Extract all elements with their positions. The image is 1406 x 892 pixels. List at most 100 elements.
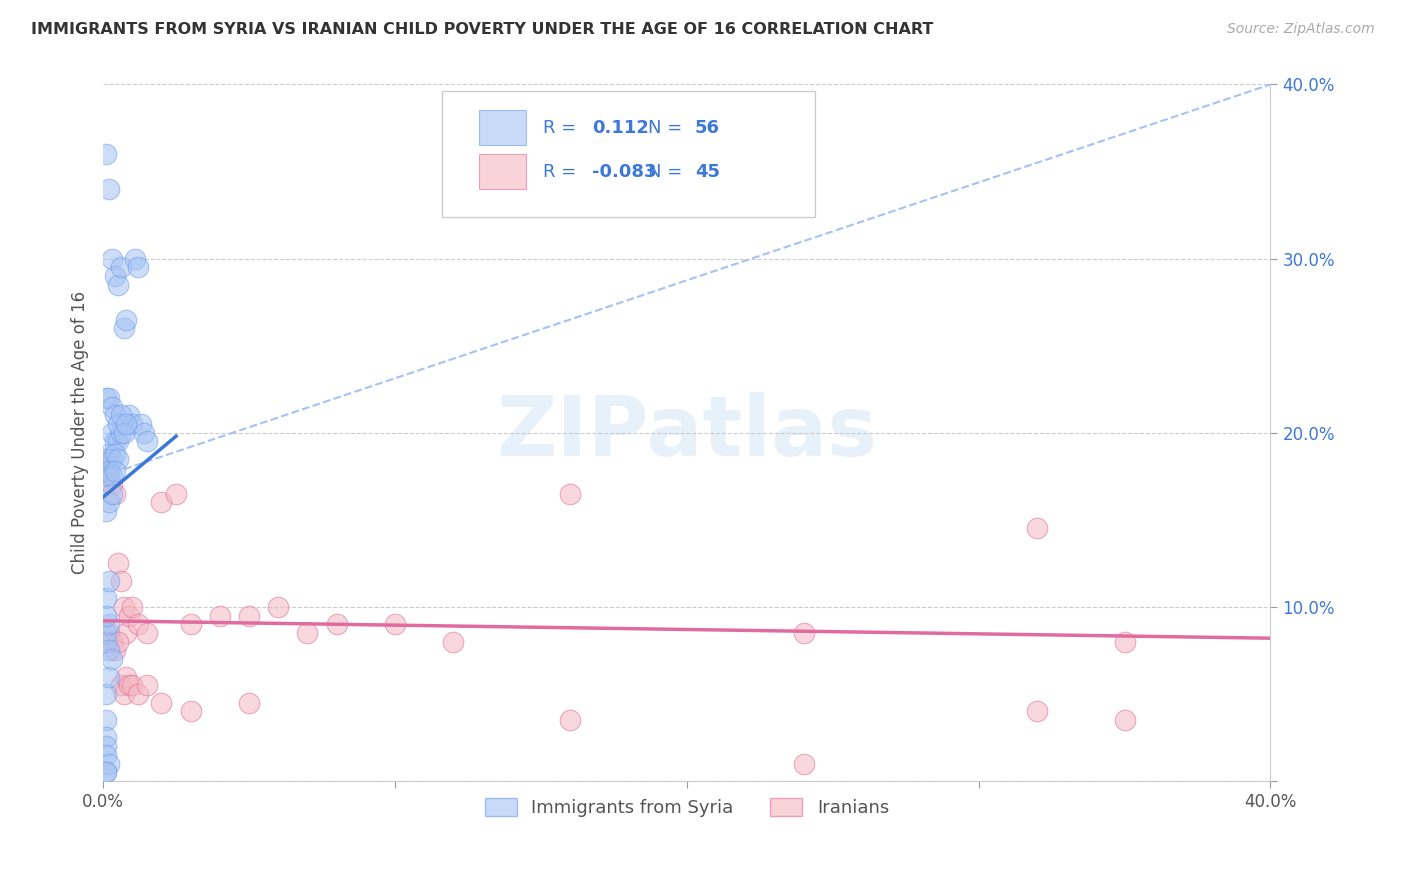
Point [98,495,121,509]
Point [94,469,117,483]
Point [127,617,149,632]
Point [792,756,814,771]
Point [94,147,117,161]
Point [135,678,157,692]
Text: 56: 56 [695,119,720,136]
Point [238,696,260,710]
Point [98,617,121,632]
Point [94,713,117,727]
Point [104,486,127,500]
Point [150,696,173,710]
Point [104,464,127,478]
Point [112,599,135,614]
Point [98,182,121,196]
Point [104,434,127,449]
Point [101,400,124,414]
Text: 0.112: 0.112 [592,119,650,136]
Point [115,312,138,326]
Point [110,260,132,275]
Point [238,608,260,623]
Point [98,626,121,640]
Point [118,608,141,623]
Point [107,451,129,466]
Point [118,678,141,692]
Point [121,678,143,692]
Point [384,617,406,632]
Point [135,626,157,640]
Point [104,409,127,423]
Point [94,765,117,780]
Point [101,486,124,500]
Point [101,451,124,466]
Point [792,626,814,640]
Point [107,417,129,431]
Point [558,713,581,727]
Bar [479,154,526,189]
Point [98,447,121,461]
Point [94,451,117,466]
Point [107,634,129,648]
Point [94,731,117,745]
Point [1114,713,1136,727]
Text: R =: R = [543,162,576,180]
Point [94,739,117,754]
Point [558,486,581,500]
Point [104,447,127,461]
Point [127,260,149,275]
Point [110,425,132,440]
Point [121,417,143,431]
Point [115,626,138,640]
Bar [479,111,526,145]
Point [165,486,187,500]
Text: -0.083: -0.083 [592,162,657,180]
Point [110,574,132,588]
Point [1026,704,1049,718]
Point [325,617,347,632]
Point [150,495,173,509]
Point [94,391,117,405]
Point [135,434,157,449]
Text: ZIPatlas: ZIPatlas [496,392,877,474]
Point [94,687,117,701]
Y-axis label: Child Poverty Under the Age of 16: Child Poverty Under the Age of 16 [72,291,89,574]
Point [127,687,149,701]
Point [180,704,202,718]
Point [129,417,152,431]
Text: N =: N = [648,119,682,136]
Text: IMMIGRANTS FROM SYRIA VS IRANIAN CHILD POVERTY UNDER THE AGE OF 16 CORRELATION C: IMMIGRANTS FROM SYRIA VS IRANIAN CHILD P… [31,22,934,37]
Point [94,451,117,466]
Point [94,626,117,640]
Text: Source: ZipAtlas.com: Source: ZipAtlas.com [1227,22,1375,37]
Point [110,409,132,423]
Point [98,643,121,657]
Legend: Immigrants from Syria, Iranians: Immigrants from Syria, Iranians [477,790,896,824]
Point [101,469,124,483]
Point [94,504,117,518]
Text: N =: N = [648,162,682,180]
Point [98,756,121,771]
Point [121,599,143,614]
Point [132,425,155,440]
Point [98,574,121,588]
Point [101,634,124,648]
Point [115,417,138,431]
Point [208,608,231,623]
Point [101,478,124,492]
Point [180,617,202,632]
Point [101,425,124,440]
Point [112,687,135,701]
Point [124,252,146,266]
Point [94,765,117,780]
Point [94,591,117,606]
Point [94,747,117,762]
Point [297,626,319,640]
Point [107,434,129,449]
Point [104,643,127,657]
Point [94,608,117,623]
Point [107,277,129,292]
Point [1026,521,1049,535]
Point [98,464,121,478]
Point [110,678,132,692]
Point [101,252,124,266]
Point [112,321,135,335]
